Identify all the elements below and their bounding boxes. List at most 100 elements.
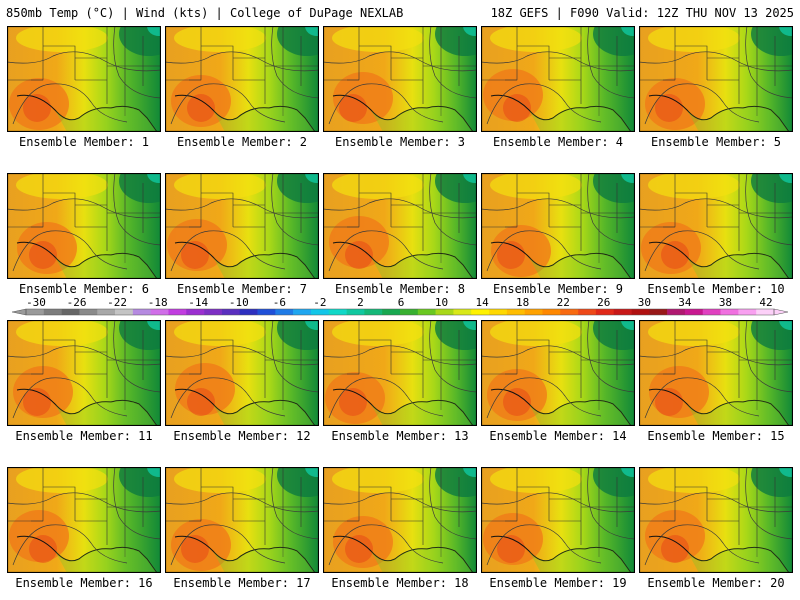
colorbar-swatch [417, 309, 436, 315]
colorbar-swatch [239, 309, 258, 315]
colorbar-swatch [275, 309, 294, 315]
colorbar-right-arrow [773, 308, 789, 316]
colorbar-swatch [293, 309, 312, 315]
colorbar-tick-label: 42 [759, 296, 772, 309]
colorbar-swatch [382, 309, 401, 315]
ensemble-member-label: Ensemble Member: 12 [173, 429, 311, 443]
ensemble-map-panel [7, 320, 161, 426]
colorbar-swatch [26, 309, 45, 315]
colorbar-swatch [560, 309, 579, 315]
colorbar-swatch [364, 309, 383, 315]
ensemble-map-panel [7, 26, 161, 132]
colorbar-swatch [132, 309, 151, 315]
ensemble-map-panel [639, 320, 793, 426]
colorbar-tick-label: 2 [357, 296, 364, 309]
ensemble-member-label: Ensemble Member: 17 [173, 576, 311, 590]
colorbar-tick-label: 34 [678, 296, 692, 309]
colorbar-swatch [720, 309, 739, 315]
colorbar-tick-label: -26 [67, 296, 87, 309]
ensemble-map-panel [165, 320, 319, 426]
colorbar-swatch [115, 309, 134, 315]
ensemble-member-label: Ensemble Member: 19 [489, 576, 627, 590]
colorbar-tick-label: -10 [229, 296, 249, 309]
colorbar-swatch [310, 309, 330, 315]
model-run-info: 18Z GEFS | F090 Valid: 12Z THU NOV 13 20… [490, 6, 794, 20]
colorbar-swatch [613, 309, 632, 315]
colorbar-swatch [43, 309, 62, 315]
ensemble-member-label: Ensemble Member: 14 [489, 429, 627, 443]
ensemble-map-panel [7, 173, 161, 279]
ensemble-member-label: Ensemble Member: 10 [647, 282, 785, 296]
colorbar-swatch [471, 309, 490, 315]
ensemble-map-panel [323, 173, 477, 279]
colorbar-swatch [738, 309, 757, 315]
colorbar-tick-label: 10 [435, 296, 448, 309]
ensemble-member-label: Ensemble Member: 2 [176, 135, 308, 149]
ensemble-member-label: Ensemble Member: 4 [492, 135, 624, 149]
colorbar-swatch [61, 309, 80, 315]
colorbar-tick-label: -18 [148, 296, 168, 309]
ensemble-member-label: Ensemble Member: 18 [331, 576, 469, 590]
ensemble-map-panel [165, 467, 319, 573]
colorbar-swatch [168, 309, 187, 315]
colorbar-swatch [400, 309, 419, 315]
colorbar-swatch [542, 309, 561, 315]
ensemble-map-panel [323, 467, 477, 573]
ensemble-member-label: Ensemble Member: 13 [331, 429, 469, 443]
colorbar-swatch [506, 309, 525, 315]
ensemble-map-panel [7, 467, 161, 573]
ensemble-member-label: Ensemble Member: 3 [334, 135, 466, 149]
colorbar-swatch [702, 309, 721, 315]
colorbar-swatch [578, 309, 597, 315]
colorbar-swatch [79, 309, 98, 315]
colorbar-tick-label: -6 [273, 296, 286, 309]
ensemble-map-panel [165, 173, 319, 279]
ensemble-map-panel [639, 173, 793, 279]
colorbar-tick-label: 14 [475, 296, 489, 309]
colorbar-tick-label: 26 [597, 296, 610, 309]
colorbar-tick-label: -22 [107, 296, 127, 309]
colorbar-swatch [595, 309, 615, 315]
colorbar-swatch [667, 309, 686, 315]
ensemble-map-panel [481, 26, 635, 132]
colorbar-swatch [524, 309, 543, 315]
ensemble-map-panel [323, 320, 477, 426]
colorbar-tick-label: 22 [557, 296, 570, 309]
ensemble-map-panel [481, 320, 635, 426]
ensemble-map-panel [323, 26, 477, 132]
ensemble-member-label: Ensemble Member: 9 [492, 282, 624, 296]
colorbar-swatch [453, 309, 472, 315]
ensemble-member-label: Ensemble Member: 20 [647, 576, 785, 590]
colorbar-tick-label: 30 [638, 296, 651, 309]
temperature-colorbar: -30 -26 -22 -18 -14 -10 -6 -2 2 6 10 14 18 22 26 30 34 38… [11, 296, 789, 316]
colorbar-frame [25, 308, 775, 316]
ensemble-member-label: Ensemble Member: 11 [15, 429, 153, 443]
colorbar-swatch [649, 309, 668, 315]
colorbar-swatch [150, 309, 169, 315]
ensemble-map-panel [481, 173, 635, 279]
colorbar-tick-label: -30 [26, 296, 46, 309]
colorbar-swatch [346, 309, 365, 315]
colorbar-tick-label: 38 [719, 296, 732, 309]
ensemble-member-label: Ensemble Member: 1 [18, 135, 150, 149]
colorbar-swatch [489, 309, 508, 315]
colorbar-swatch [756, 309, 775, 315]
colorbar-swatch [257, 309, 276, 315]
colorbar-swatch [204, 309, 223, 315]
ensemble-member-label: Ensemble Member: 7 [176, 282, 308, 296]
ensemble-member-label: Ensemble Member: 15 [647, 429, 785, 443]
ensemble-map-panel [639, 26, 793, 132]
colorbar-tick-label: 18 [516, 296, 529, 309]
colorbar-left-arrow [11, 308, 27, 316]
colorbar-swatch [328, 309, 347, 315]
ensemble-member-label: Ensemble Member: 5 [650, 135, 782, 149]
ensemble-member-label: Ensemble Member: 6 [18, 282, 150, 296]
colorbar-swatch [97, 309, 116, 315]
colorbar-tick-label: -14 [188, 296, 208, 309]
colorbar-swatch [435, 309, 454, 315]
ensemble-map-panel [165, 26, 319, 132]
colorbar-swatch [684, 309, 704, 315]
colorbar-swatch [631, 309, 650, 315]
ensemble-member-label: Ensemble Member: 16 [15, 576, 153, 590]
colorbar-swatch [221, 309, 241, 315]
